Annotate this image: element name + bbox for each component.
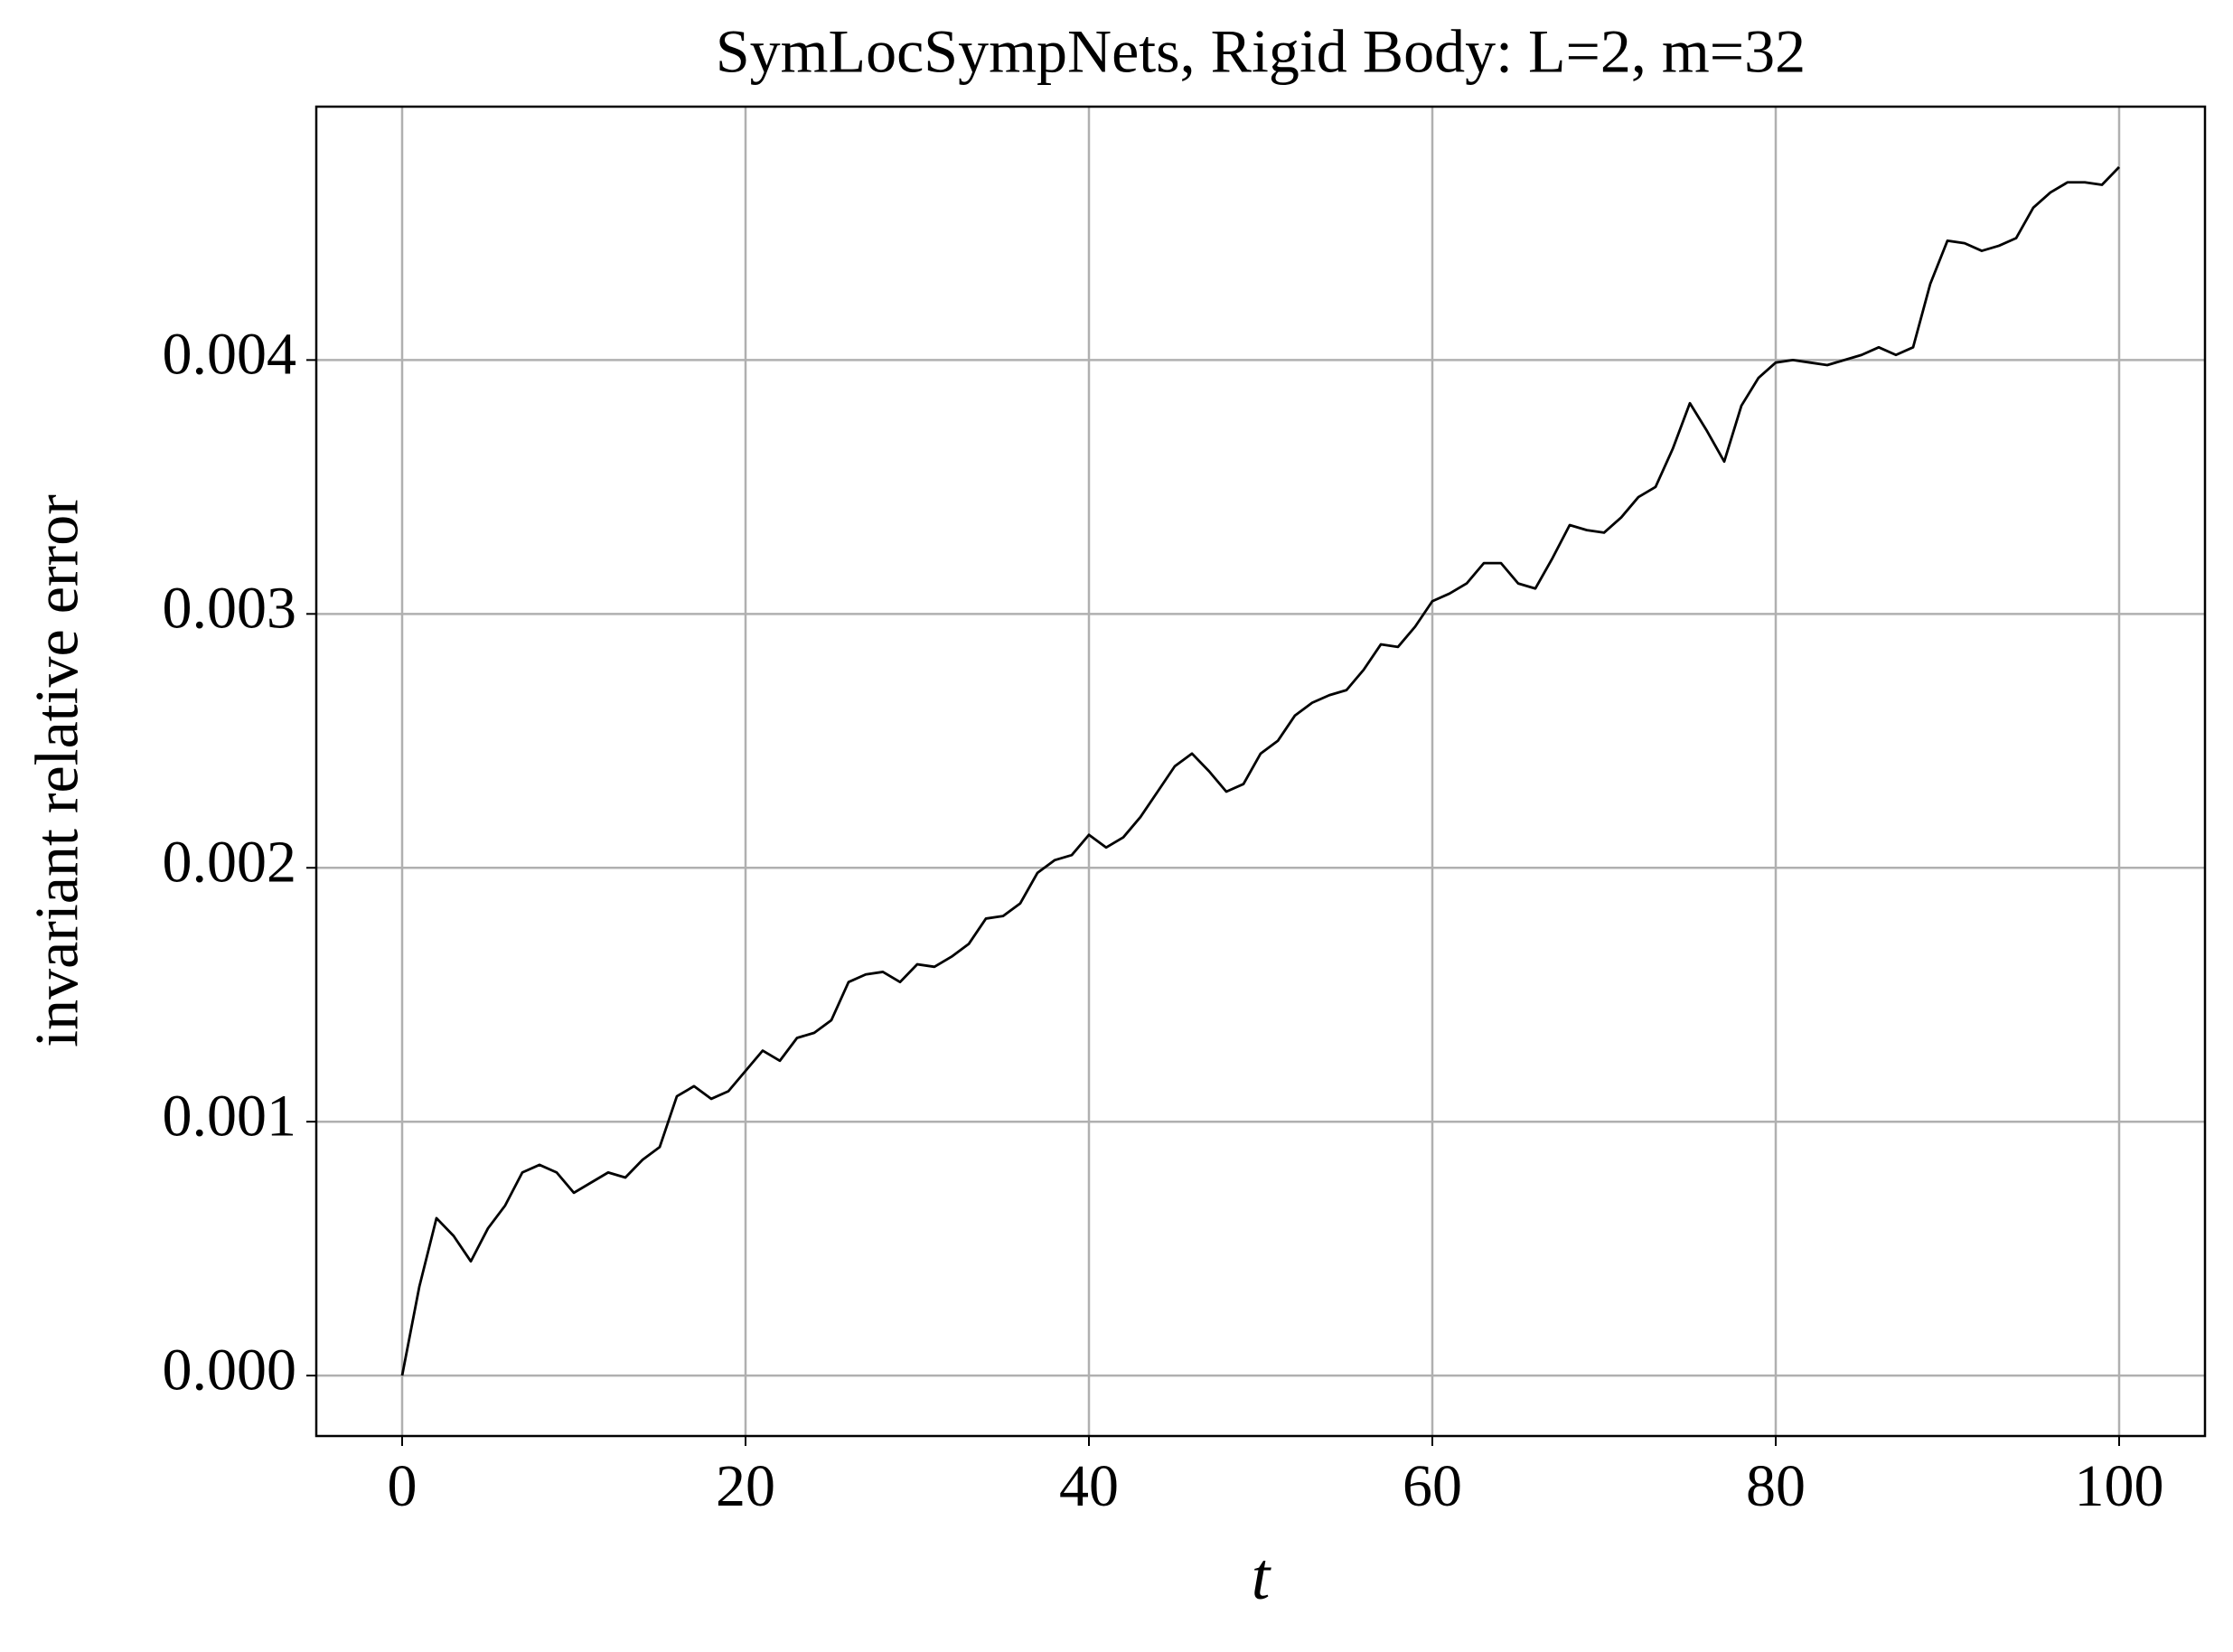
y-axis-label: invariant relative error <box>23 494 91 1047</box>
y-tick-label: 0.002 <box>163 829 297 895</box>
x-tick-label: 60 <box>1403 1453 1462 1519</box>
chart-title: SymLocSympNets, Rigid Body: L=2, m=32 <box>716 17 1806 86</box>
plot-frame <box>314 105 2207 1438</box>
y-tick-label: 0.001 <box>163 1083 297 1149</box>
x-tick-label: 80 <box>1746 1453 1806 1519</box>
x-tick-label: 0 <box>388 1453 418 1519</box>
data-line <box>400 165 2121 1376</box>
x-tick-label: 40 <box>1059 1453 1119 1519</box>
x-axis-label: t <box>1252 1540 1272 1614</box>
y-tick-label: 0.000 <box>163 1337 297 1403</box>
x-tick-label: 20 <box>716 1453 775 1519</box>
y-tick-label: 0.003 <box>163 575 297 641</box>
y-tick-label: 0.004 <box>163 322 297 388</box>
x-tick-label: 100 <box>2075 1453 2164 1519</box>
